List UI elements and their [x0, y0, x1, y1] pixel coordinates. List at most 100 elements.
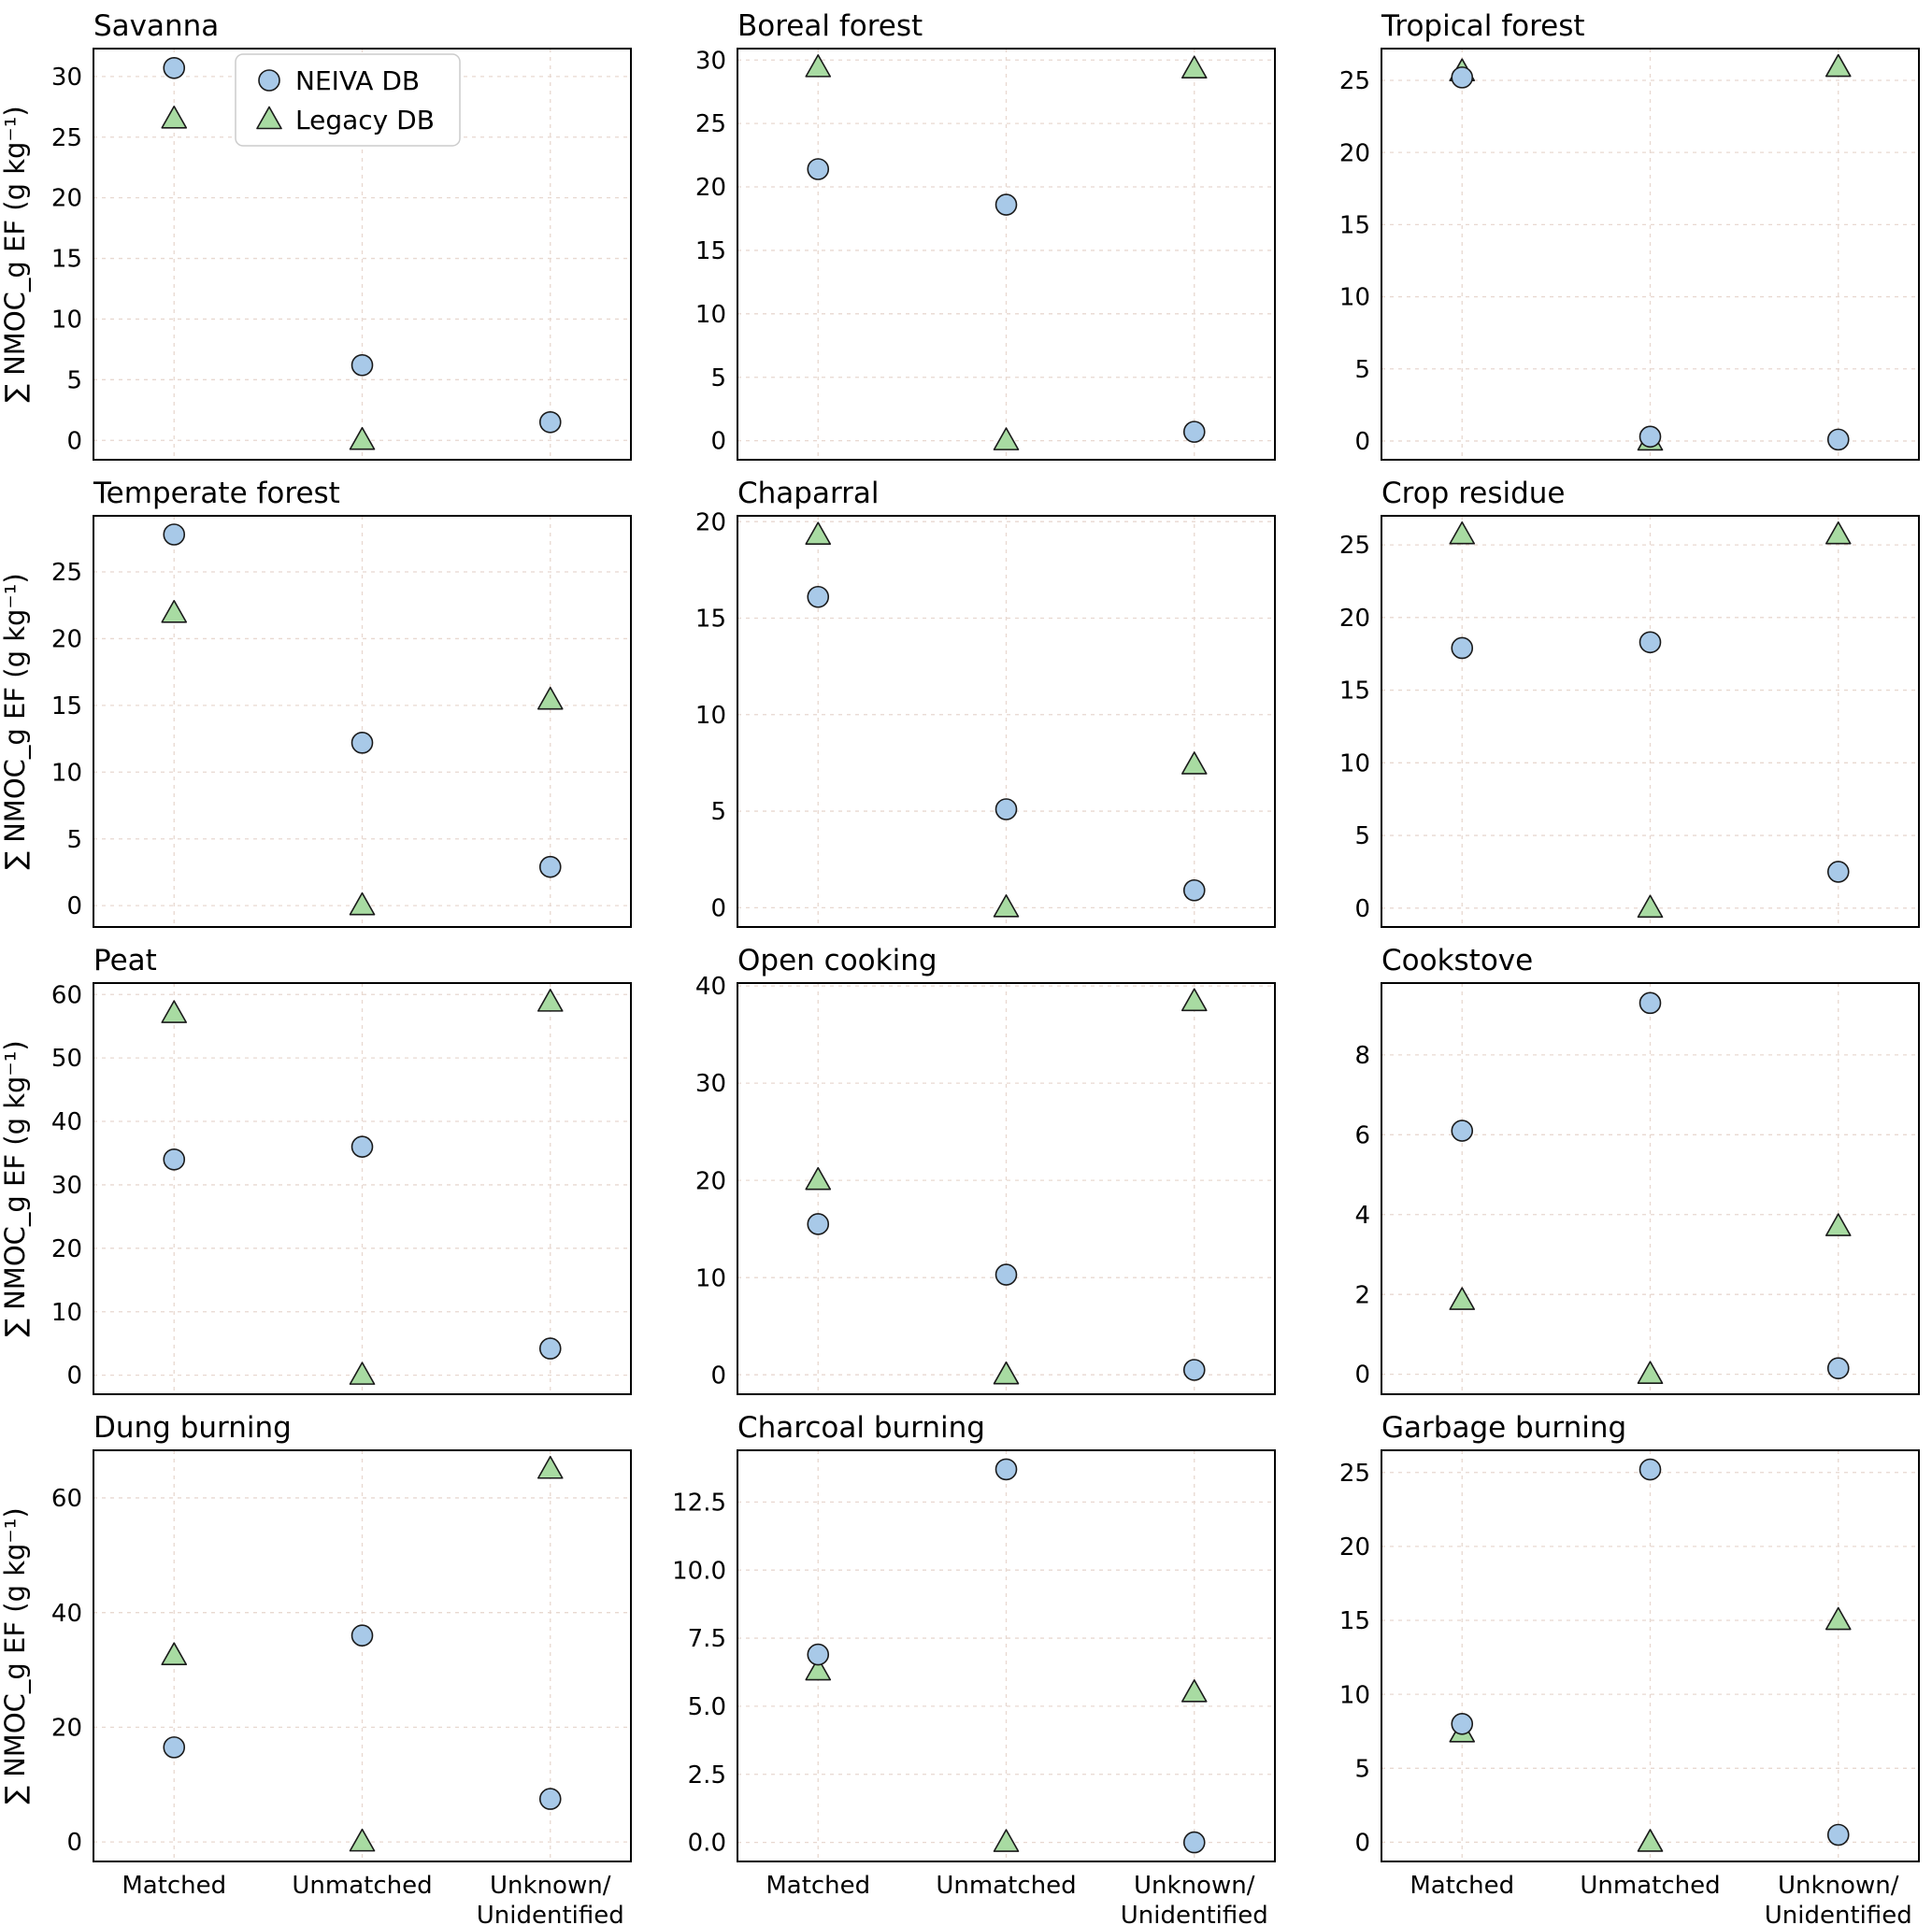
- y-tick-label: 0: [66, 427, 82, 455]
- neiva-point-marker: [807, 158, 830, 180]
- y-tick-label: 2: [1354, 1281, 1370, 1309]
- y-tick-label: 10: [51, 759, 82, 787]
- y-tick-label: 40: [695, 973, 726, 1001]
- y-tick-label: 0: [710, 428, 726, 456]
- neiva-point-marker: [351, 353, 374, 377]
- neiva-point-marker: [995, 193, 1018, 216]
- legacy-point-marker: [993, 894, 1020, 918]
- plot-area: [1381, 1449, 1920, 1862]
- subplot-title: Chaparral: [737, 477, 880, 510]
- subplot-crop-residue: Crop residue 0 5 10 15 20 25: [1288, 467, 1932, 934]
- y-tick-label: 5: [66, 826, 82, 854]
- legacy-point-marker: [805, 521, 832, 545]
- neiva-point-marker: [538, 1788, 562, 1810]
- subplot-canvas: Boreal forest 0 5 10 15 20 25 30: [695, 9, 1276, 461]
- plot-area: [1381, 982, 1920, 1395]
- legacy-point-marker: [1181, 55, 1208, 79]
- subplot-title: Peat: [93, 944, 157, 977]
- y-tick-label: 0: [1354, 428, 1370, 456]
- legacy-point-marker: [1825, 53, 1852, 78]
- subplot-canvas: Cookstove 0 2 4 6 8: [1354, 944, 1920, 1395]
- y-tick-label: 5: [66, 366, 82, 394]
- x-tick-label: Unmatched: [292, 1872, 432, 1900]
- x-tick-label: Unidentified: [1765, 1902, 1912, 1925]
- subplot-title: Open cooking: [737, 944, 937, 977]
- y-tick-label: 10: [695, 301, 726, 329]
- legacy-point-marker: [1181, 751, 1208, 775]
- y-tick-label: 20: [695, 174, 726, 202]
- x-tick-label: Unknown/: [1778, 1872, 1899, 1900]
- neiva-point-marker: [1451, 1713, 1474, 1735]
- neiva-point-marker: [163, 56, 186, 79]
- legend-label: Legacy DB: [295, 105, 435, 135]
- subplot-temperate-forest: Temperate forest ∑ NMOC_g EF (g kg⁻¹) 0 5 10…: [0, 467, 644, 934]
- legacy-point-marker: [349, 426, 376, 450]
- plot-area: [93, 48, 632, 461]
- subplot-title: Crop residue: [1381, 477, 1566, 510]
- subplot-canvas: Open cooking 0 10 20 30 40: [695, 944, 1276, 1395]
- neiva-point-marker: [1182, 421, 1206, 443]
- neiva-point-marker: [1451, 1119, 1474, 1142]
- y-tick-label: 12.5: [672, 1489, 726, 1517]
- plot-area: [93, 515, 632, 928]
- legacy-point-marker: [161, 105, 188, 129]
- neiva-point-marker: [351, 1624, 374, 1647]
- legacy-point-marker: [805, 1657, 832, 1681]
- y-tick-label: 15: [1339, 677, 1370, 706]
- subplot-title: Tropical forest: [1381, 9, 1585, 43]
- subplot-chaparral: Chaparral 0 5 10 15 20: [644, 467, 1288, 934]
- subplot-canvas: Savanna ∑ NMOC_g EF (g kg⁻¹) 0 5 10 15 20 25 30 N…: [0, 9, 632, 461]
- y-axis-label: ∑ NMOC_g EF (g kg⁻¹): [0, 1507, 31, 1804]
- neiva-point-marker: [351, 732, 374, 754]
- y-tick-label: 30: [695, 47, 726, 75]
- y-tick-label: 25: [1339, 67, 1370, 95]
- subplot-canvas: Charcoal burning 0.0 2.5 5.0 7.5 10.0 12.5 Matc…: [672, 1411, 1276, 1925]
- y-tick-label: 10: [1339, 749, 1370, 777]
- legacy-point-marker: [1181, 988, 1208, 1012]
- plot-area: [737, 48, 1276, 461]
- y-tick-label: 5: [710, 798, 726, 826]
- y-tick-label: 7.5: [688, 1625, 726, 1653]
- legacy-point-marker: [993, 427, 1020, 450]
- neiva-point-marker: [1639, 991, 1662, 1015]
- neiva-point-marker: [1826, 861, 1850, 883]
- y-tick-label: 5: [1354, 1755, 1370, 1783]
- y-tick-label: 6: [1354, 1121, 1370, 1149]
- subplot-charcoal-burning: Charcoal burning 0.0 2.5 5.0 7.5 10.0 12.5 Matc…: [644, 1402, 1288, 1925]
- neiva-point-marker: [1826, 1357, 1850, 1380]
- neiva-point-marker: [351, 1135, 374, 1158]
- x-tick-label: Matched: [1410, 1872, 1514, 1900]
- y-tick-label: 10: [1339, 284, 1370, 312]
- y-tick-label: 0: [710, 1362, 726, 1390]
- neiva-point-marker: [258, 69, 280, 92]
- subplot-tropical-forest: Tropical forest 0 5 10 15 20 25: [1288, 0, 1932, 467]
- y-tick-label: 25: [51, 124, 82, 152]
- neiva-point-marker: [538, 410, 562, 434]
- legacy-point-marker: [537, 1455, 564, 1479]
- subplot-title: Dung burning: [93, 1411, 292, 1445]
- subplot-title: Boreal forest: [737, 9, 923, 43]
- legacy-point-marker: [537, 686, 564, 710]
- x-tick-label: Unknown/: [1134, 1872, 1255, 1900]
- neiva-point-marker: [1826, 428, 1850, 451]
- legacy-point-marker: [1825, 1213, 1852, 1236]
- x-tick-label: Unknown/: [490, 1872, 611, 1900]
- legacy-point-marker: [1449, 520, 1476, 545]
- y-axis-label: ∑ NMOC_g EF (g kg⁻¹): [0, 106, 31, 402]
- subplot-boreal-forest: Boreal forest 0 5 10 15 20 25 30: [644, 0, 1288, 467]
- y-tick-label: 20: [1339, 1533, 1370, 1561]
- subplot-savanna: Savanna ∑ NMOC_g EF (g kg⁻¹) 0 5 10 15 20 25 30 N…: [0, 0, 644, 467]
- subplot-title: Temperate forest: [93, 477, 340, 510]
- y-tick-label: 15: [695, 237, 726, 265]
- y-tick-label: 20: [51, 626, 82, 654]
- neiva-point-marker: [1182, 1831, 1206, 1854]
- x-tick-label: Matched: [122, 1872, 226, 1900]
- y-tick-label: 20: [51, 1715, 82, 1743]
- neiva-point-marker: [995, 1458, 1018, 1481]
- y-tick-label: 2.5: [688, 1761, 726, 1790]
- x-tick-label: Unidentified: [1121, 1902, 1268, 1925]
- x-tick-label: Unmatched: [936, 1872, 1076, 1900]
- plot-area: [1381, 515, 1920, 928]
- y-tick-label: 0: [710, 894, 726, 922]
- y-tick-label: 15: [51, 692, 82, 720]
